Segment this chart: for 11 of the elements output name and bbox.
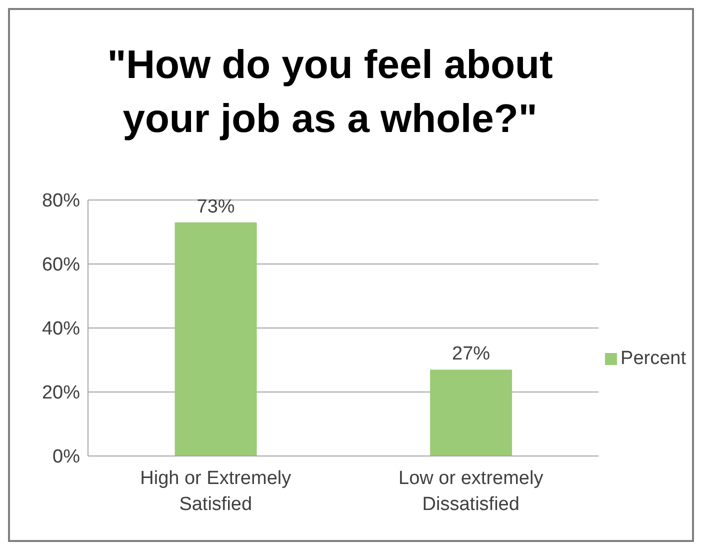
y-tick-label: 40%: [42, 318, 80, 340]
chart-title: "How do you feel about your job as a whole?": [106, 42, 554, 143]
legend-label: Percent: [620, 348, 686, 369]
y-tick-label: 0%: [52, 446, 80, 468]
data-label: 73%: [196, 196, 235, 218]
x-tick-label: Low or extremely Dissatisfied: [398, 468, 544, 515]
data-label: 27%: [452, 344, 490, 365]
y-tick-label: 60%: [42, 254, 80, 276]
y-tick-label: 80%: [42, 190, 80, 212]
x-tick-label: High or Extremely Satisfied: [140, 468, 292, 515]
y-tick-label: 20%: [42, 382, 80, 404]
